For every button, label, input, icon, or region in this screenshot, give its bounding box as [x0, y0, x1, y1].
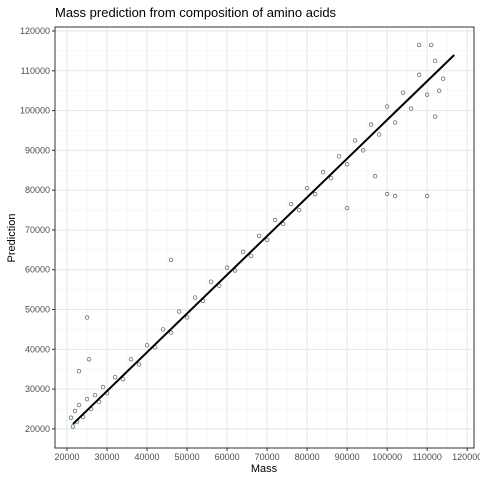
- y-axis-title: Prediction: [6, 214, 18, 263]
- y-tick-label: 70000: [25, 225, 50, 235]
- y-tick-label: 40000: [25, 344, 50, 354]
- point: [384, 191, 390, 197]
- point: [84, 396, 90, 402]
- point: [296, 207, 302, 213]
- point: [360, 148, 366, 153]
- point: [408, 106, 414, 111]
- point: [436, 88, 442, 93]
- point: [192, 295, 198, 300]
- x-tick-label: 20000: [54, 452, 79, 462]
- point: [376, 132, 382, 137]
- point: [160, 327, 166, 332]
- y-tick-label: 100000: [20, 106, 50, 116]
- point: [400, 90, 406, 95]
- x-tick-label: 120000: [452, 452, 480, 462]
- point: [120, 376, 126, 382]
- point: [392, 120, 398, 125]
- x-tick-label: 60000: [215, 452, 240, 462]
- point: [416, 42, 422, 48]
- point: [424, 92, 430, 97]
- point: [92, 392, 98, 398]
- point: [144, 343, 150, 348]
- point: [68, 415, 74, 420]
- chart-title: Mass prediction from composition of amin…: [55, 5, 337, 20]
- point: [70, 424, 76, 429]
- point: [208, 279, 214, 284]
- y-tick-label: 30000: [25, 384, 50, 394]
- point: [232, 268, 238, 273]
- point: [136, 362, 142, 367]
- marks: [68, 42, 455, 429]
- point: [264, 237, 270, 243]
- point: [424, 193, 430, 199]
- point: [184, 315, 190, 320]
- x-tick-label: 40000: [135, 452, 160, 462]
- x-tick-label: 70000: [255, 452, 280, 462]
- point: [168, 257, 174, 262]
- x-axis-title: Mass: [251, 463, 278, 475]
- point: [336, 154, 342, 159]
- point: [432, 114, 438, 119]
- point: [372, 174, 378, 179]
- point: [256, 233, 262, 239]
- y-tick-label: 50000: [25, 305, 50, 315]
- point: [280, 221, 286, 227]
- point: [432, 58, 438, 64]
- y-tick-label: 60000: [25, 265, 50, 275]
- point: [100, 384, 106, 390]
- point: [344, 205, 350, 211]
- point: [304, 185, 310, 191]
- fit-line: [72, 54, 455, 425]
- point: [328, 176, 334, 181]
- point: [168, 330, 174, 335]
- point: [288, 201, 294, 207]
- point: [368, 122, 374, 127]
- point: [76, 402, 82, 408]
- point: [224, 265, 230, 270]
- y-tick-label: 120000: [20, 26, 50, 36]
- grid: [55, 27, 474, 448]
- y-tick-label: 110000: [21, 66, 50, 76]
- point: [344, 162, 350, 167]
- point: [176, 309, 182, 314]
- y-tick-label: 90000: [25, 145, 50, 155]
- point: [312, 191, 318, 197]
- point: [84, 315, 90, 320]
- point: [240, 249, 246, 255]
- point: [112, 374, 118, 380]
- point: [428, 42, 434, 48]
- y-tick-label: 20000: [25, 424, 50, 434]
- point: [416, 72, 422, 77]
- point: [440, 76, 446, 81]
- x-tick-label: 30000: [95, 452, 120, 462]
- point: [86, 357, 92, 362]
- point: [76, 369, 82, 374]
- point: [392, 193, 398, 199]
- x-tick-label: 100000: [372, 452, 402, 462]
- axes: 20000 30000 40000 50000 60000 70000 80000 90000…: [20, 26, 480, 462]
- x-tick-label: 110000: [412, 452, 441, 462]
- point: [72, 408, 78, 414]
- x-tick-label: 90000: [335, 452, 360, 462]
- point: [272, 217, 278, 223]
- y-tick-label: 80000: [25, 185, 50, 195]
- panel-border: [54, 26, 475, 449]
- x-tick-label: 80000: [295, 452, 320, 462]
- point: [248, 253, 254, 259]
- point: [320, 170, 326, 175]
- x-tick-label: 50000: [175, 452, 200, 462]
- point: [384, 104, 390, 109]
- point: [352, 138, 358, 143]
- point: [128, 357, 134, 362]
